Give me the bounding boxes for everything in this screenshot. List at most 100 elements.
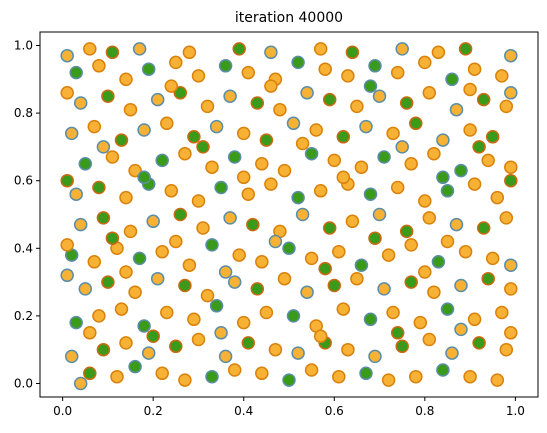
data-point [218, 59, 233, 73]
data-point [60, 268, 74, 283]
data-point [499, 99, 514, 114]
data-point [354, 258, 369, 272]
data-point [264, 177, 278, 191]
data-point [155, 366, 169, 381]
data-point [345, 214, 360, 229]
data-point [164, 184, 179, 198]
data-point [132, 251, 147, 266]
data-point [485, 130, 500, 144]
data-point [327, 153, 342, 168]
data-point [160, 116, 174, 131]
data-point [413, 315, 428, 330]
data-point [87, 119, 102, 134]
data-point [490, 190, 505, 205]
data-point [250, 282, 265, 296]
data-point [214, 326, 228, 340]
data-point [399, 224, 414, 239]
data-point [291, 190, 305, 205]
data-point [336, 302, 351, 316]
data-point [422, 332, 437, 347]
data-point [313, 42, 328, 56]
data-point [73, 217, 88, 232]
data-point [114, 133, 129, 147]
data-point [132, 42, 147, 56]
data-point [336, 170, 351, 185]
data-point [227, 275, 242, 289]
data-point [467, 62, 482, 76]
data-point [504, 258, 518, 272]
data-point [173, 86, 188, 100]
data-point [359, 366, 373, 381]
data-point [304, 251, 319, 266]
data-point [341, 69, 355, 83]
data-point [69, 65, 83, 80]
data-point [372, 89, 387, 103]
data-point [304, 146, 319, 161]
data-point [395, 339, 409, 354]
data-point [390, 180, 405, 195]
data-point [476, 92, 491, 107]
data-point [105, 231, 120, 245]
data-point [141, 62, 156, 76]
data-point [445, 346, 459, 360]
data-point [150, 92, 165, 107]
data-point [250, 96, 265, 110]
data-point [78, 157, 93, 171]
data-point [368, 231, 382, 245]
x-tick-label: 0.6 [325, 404, 344, 418]
data-point [182, 258, 197, 272]
data-point [200, 288, 215, 303]
data-point [173, 207, 188, 222]
data-point [241, 65, 256, 80]
data-point [96, 342, 111, 357]
data-point [205, 369, 219, 384]
data-point [259, 133, 274, 147]
data-point [418, 55, 432, 70]
data-point [300, 86, 314, 100]
y-tick-label: 0.4 [14, 241, 33, 255]
data-point [386, 305, 400, 320]
data-point [105, 45, 120, 60]
data-point [187, 312, 201, 327]
data-point [277, 163, 292, 178]
data-point [60, 238, 74, 252]
data-point [191, 69, 206, 83]
data-point [427, 146, 441, 161]
data-point [146, 214, 160, 229]
data-point [64, 126, 79, 141]
data-point [395, 42, 409, 56]
x-tick-label: 1.0 [506, 404, 525, 418]
data-point [246, 217, 260, 232]
data-point [286, 116, 301, 131]
data-point [467, 312, 482, 327]
chart-title: iteration 40000 [235, 10, 343, 26]
data-point [119, 265, 133, 279]
data-point [504, 326, 518, 340]
y-tick-label: 1.0 [14, 39, 33, 53]
data-point [259, 305, 274, 320]
data-point [440, 234, 455, 249]
data-point [322, 221, 337, 235]
data-points [60, 42, 518, 391]
data-point [409, 369, 423, 384]
data-point [155, 244, 169, 259]
data-point [449, 102, 464, 117]
data-point [178, 146, 192, 161]
data-point [295, 207, 310, 222]
data-point [282, 241, 296, 256]
data-point [363, 79, 378, 93]
data-point [440, 184, 455, 198]
data-point [218, 265, 233, 279]
data-point [313, 329, 328, 343]
data-point [377, 150, 391, 164]
data-point [155, 153, 169, 168]
data-point [381, 373, 396, 387]
data-point [404, 275, 418, 289]
data-point [436, 363, 450, 377]
data-point [196, 140, 210, 154]
data-point [169, 55, 183, 70]
data-point [445, 72, 459, 87]
data-point [223, 89, 237, 103]
data-point [268, 234, 283, 249]
data-point [227, 150, 242, 164]
